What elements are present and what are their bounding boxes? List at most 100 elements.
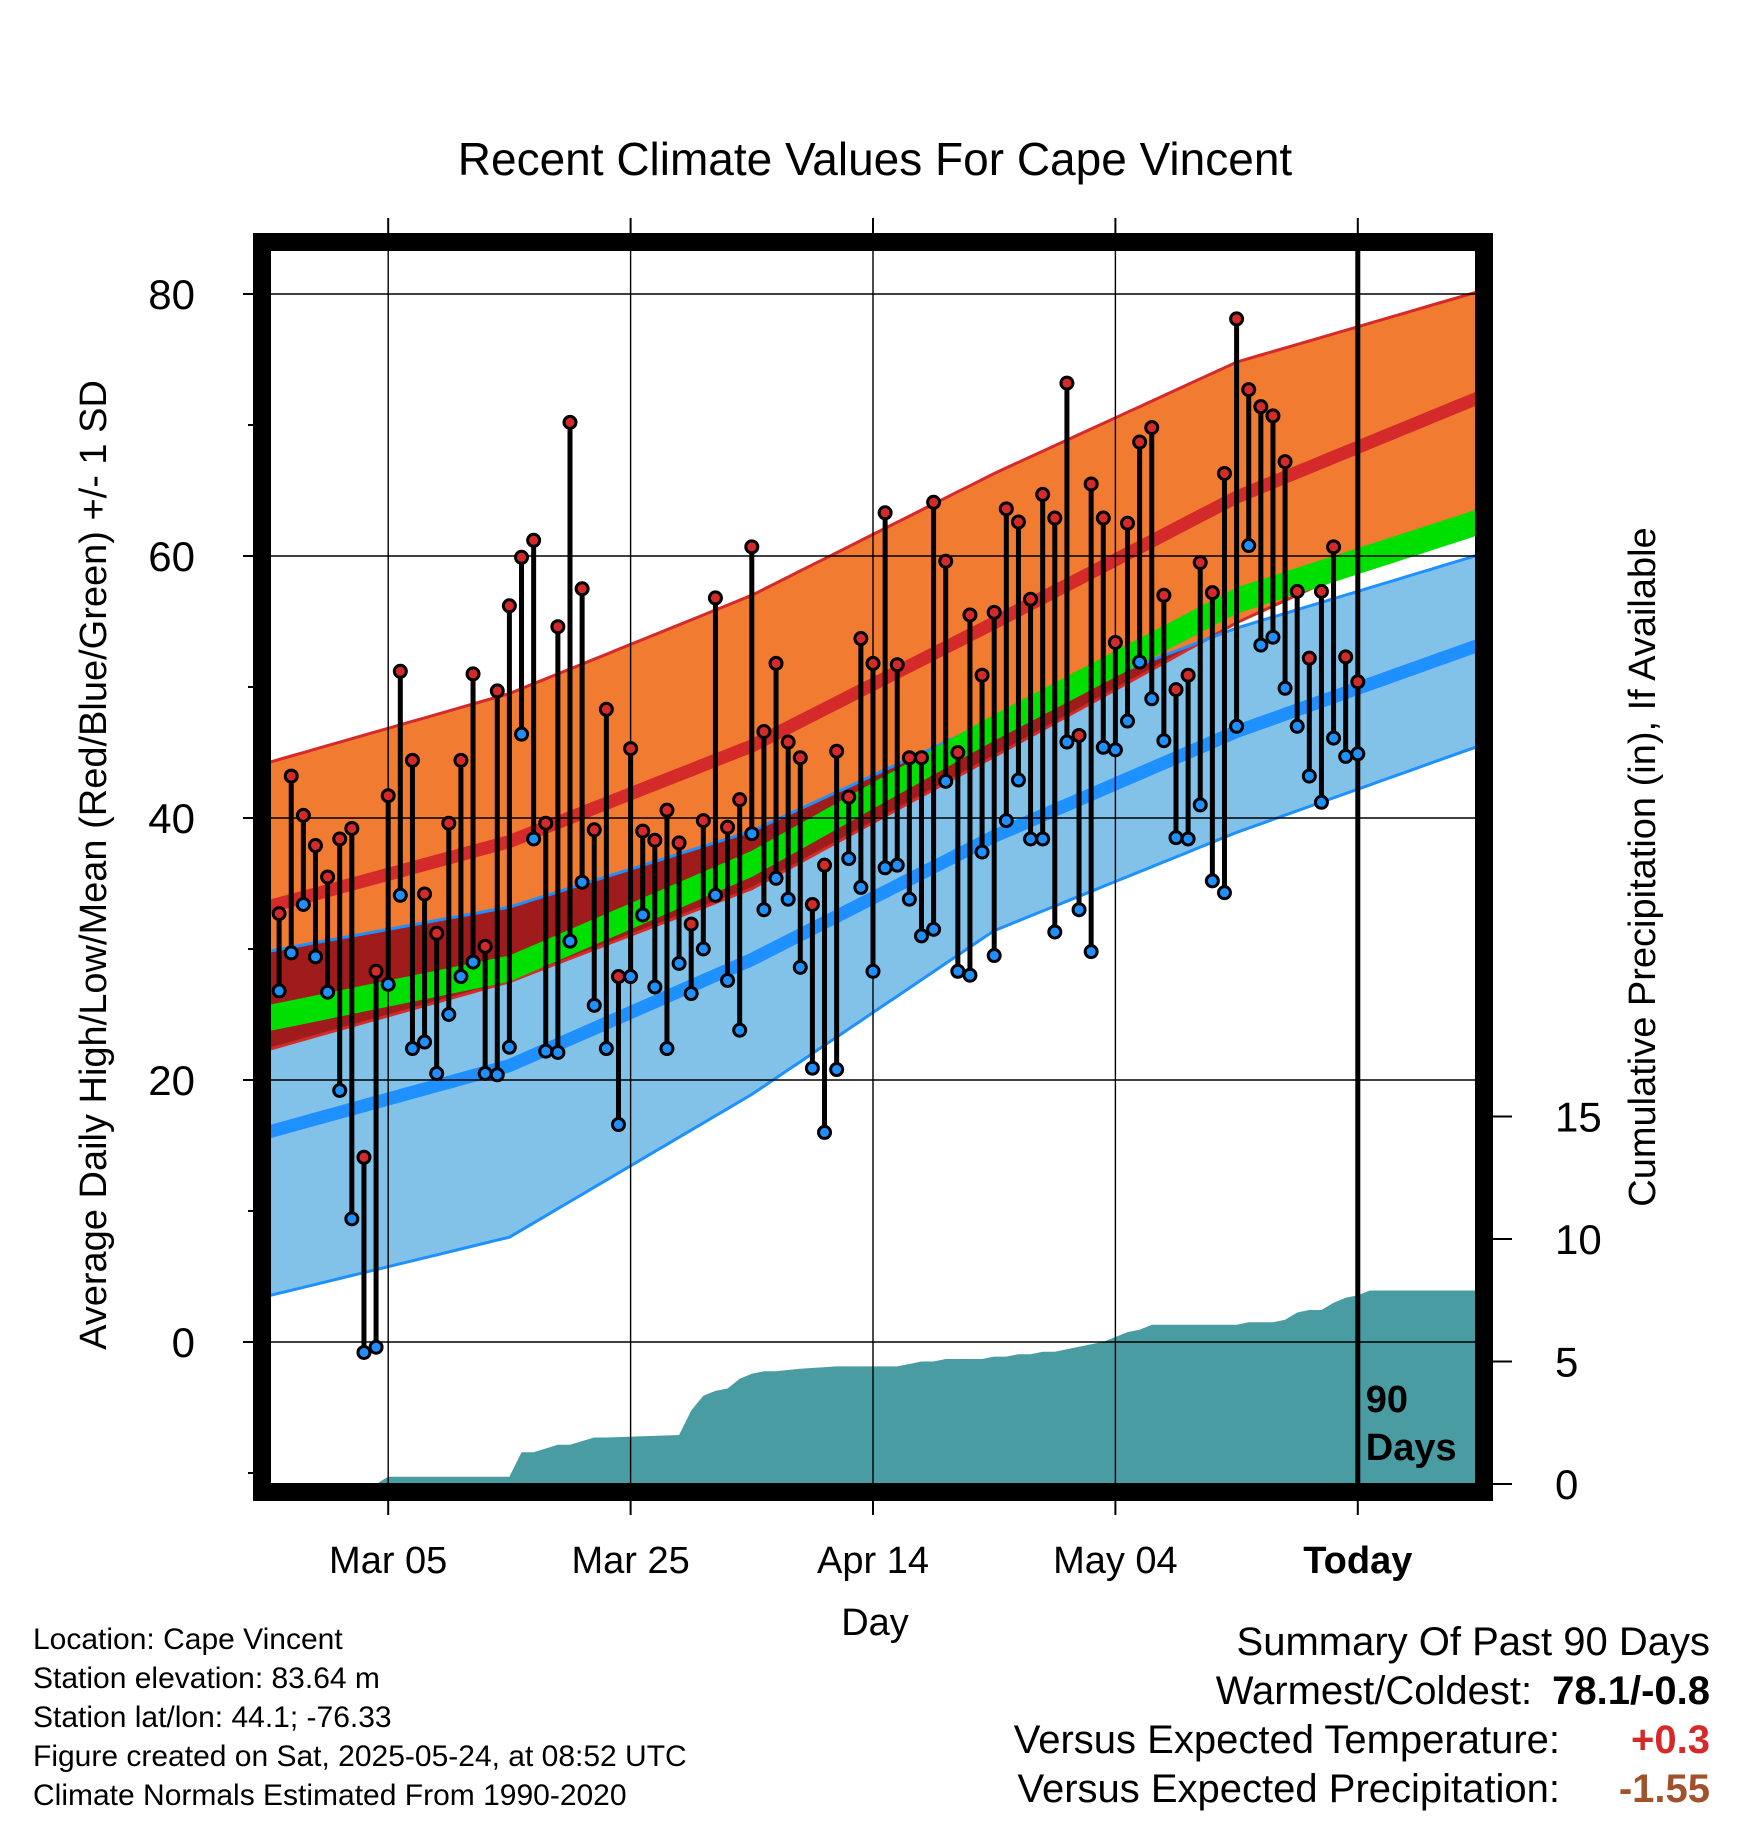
daily-low-point [707,887,723,903]
daily-low-point [610,1117,626,1133]
daily-high-point [986,604,1002,620]
daily-high-point [501,598,517,614]
daily-low-point [1253,637,1269,653]
plot-border [253,233,1493,1501]
daily-high-point [417,886,433,902]
daily-high-point [817,857,833,873]
daily-low-point [1229,718,1245,734]
daily-high-point [344,820,360,836]
daily-high-point [1350,674,1366,690]
y-tick-label: 80 [148,271,195,318]
daily-high-point [768,655,784,671]
x-axis-label: Day [841,1602,909,1644]
daily-high-point [1301,650,1317,666]
y-tick-label: 0 [172,1319,195,1366]
daily-low-point [453,969,469,985]
daily-low-point [768,870,784,886]
daily-low-point [938,773,954,789]
daily-high-point [926,494,942,510]
daily-low-point [695,941,711,957]
y2-tick-label: 10 [1555,1216,1602,1263]
daily-low-point [441,1007,457,1022]
daily-low-point [817,1124,833,1140]
daily-high-point [610,969,626,985]
daily-low-point [514,726,530,742]
daily-high-point [877,505,893,521]
daily-high-point [1229,311,1245,327]
daily-high-point [1241,382,1257,398]
daily-low-point [1326,730,1342,746]
daily-high-point [1168,682,1184,698]
daily-low-point [1313,794,1329,810]
warmest-label: Warmest/Coldest: [1215,1669,1533,1713]
daily-high-point [962,607,978,623]
summary-heading: Summary Of Past 90 Days [1236,1620,1710,1664]
daily-low-point [320,984,336,1000]
daily-high-point [1338,649,1354,665]
daily-high-point [307,838,323,854]
daily-low-point [1132,654,1148,670]
daily-high-point [998,501,1014,517]
y-tick-label: 40 [148,795,195,842]
x-tick-label: Apr 14 [817,1540,929,1582]
daily-low-point [1350,746,1366,762]
latlon-text: Station lat/lon: 44.1; -76.33 [33,1701,392,1734]
daily-low-point [732,1022,748,1038]
daily-low-point [1204,873,1220,889]
daily-low-point [1277,680,1293,696]
daily-high-point [1313,583,1329,599]
daily-low-point [356,1344,372,1360]
location-text: Location: Cape Vincent [33,1623,343,1656]
daily-high-point [598,701,614,717]
daily-high-point [368,963,384,979]
daily-high-point [550,619,566,635]
daily-low-point [744,826,760,842]
daily-low-point [1144,691,1160,707]
daily-low-point [295,896,311,912]
daily-low-point [865,963,881,979]
daily-low-point [659,1041,675,1057]
marker-label: Days [1366,1427,1457,1469]
daily-low-point [974,844,990,860]
daily-low-point [683,986,699,1002]
chart-title: Recent Climate Values For Cape Vincent [458,133,1293,185]
y-axis-label: Average Daily High/Low/Mean (Red/Blue/Gr… [73,380,115,1350]
daily-high-point [913,750,929,766]
daily-low-point [901,891,917,907]
daily-high-point [574,581,590,597]
daily-high-point [707,590,723,606]
daily-high-point [1010,514,1026,530]
daily-low-point [332,1082,348,1098]
daily-high-point [1277,454,1293,470]
daily-high-point [671,835,687,851]
daily-high-point [320,869,336,885]
daily-low-point [877,860,893,876]
daily-high-point [1253,399,1269,415]
daily-high-point [744,539,760,555]
daily-low-point [962,967,978,983]
daily-high-point [659,802,675,818]
daily-low-point [538,1043,554,1059]
precip-label: Versus Expected Precipitation: [1017,1767,1560,1811]
daily-low-point [392,887,408,903]
daily-high-point [1144,420,1160,436]
daily-low-point [489,1067,505,1083]
daily-low-point [417,1034,433,1050]
daily-high-point [1035,486,1051,502]
daily-low-point [926,921,942,937]
daily-low-point [429,1065,445,1081]
daily-low-point [380,976,396,992]
daily-high-point [1120,515,1136,531]
daily-low-point [1338,748,1354,764]
y2-tick-label: 15 [1555,1094,1602,1141]
daily-low-point [853,879,869,895]
daily-low-point [1192,797,1208,813]
daily-low-point [598,1041,614,1057]
daily-low-point [1071,902,1087,918]
daily-low-point [1241,538,1257,554]
daily-high-point [780,734,796,750]
daily-low-point [986,948,1002,964]
daily-low-point [1083,944,1099,960]
daily-high-point [683,916,699,932]
normals-text: Climate Normals Estimated From 1990-2020 [33,1779,627,1812]
